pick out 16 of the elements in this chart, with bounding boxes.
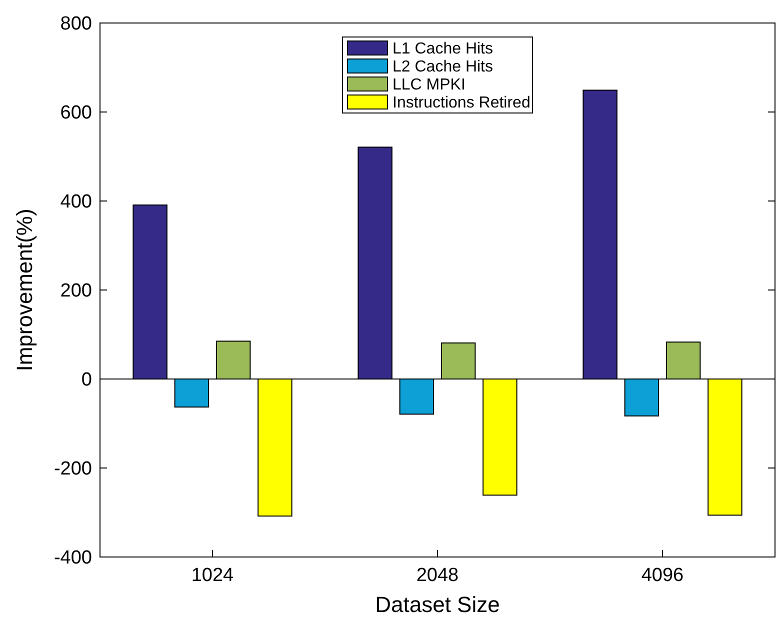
x-tick-label: 2048 bbox=[416, 565, 459, 586]
x-axis-title: Dataset Size bbox=[375, 592, 500, 617]
y-axis-title: Improvement(%) bbox=[12, 208, 37, 372]
x-tick-label: 1024 bbox=[191, 565, 234, 586]
legend-label: L1 Cache Hits bbox=[392, 40, 493, 58]
y-tick-label: 800 bbox=[60, 14, 92, 35]
y-tick-label: -400 bbox=[54, 548, 92, 569]
y-tick-label: 600 bbox=[60, 102, 92, 124]
y-tick-label: 0 bbox=[81, 370, 92, 391]
y-tick-label: 400 bbox=[60, 192, 92, 213]
legend-label: LLC MPKI bbox=[392, 76, 466, 94]
legend-label: Instructions Retired bbox=[392, 94, 530, 112]
y-tick-label: 200 bbox=[60, 280, 92, 302]
y-tick-label: -200 bbox=[54, 458, 92, 480]
legend-label: L2 Cache Hits bbox=[392, 58, 493, 76]
x-tick-label: 4096 bbox=[641, 565, 684, 586]
